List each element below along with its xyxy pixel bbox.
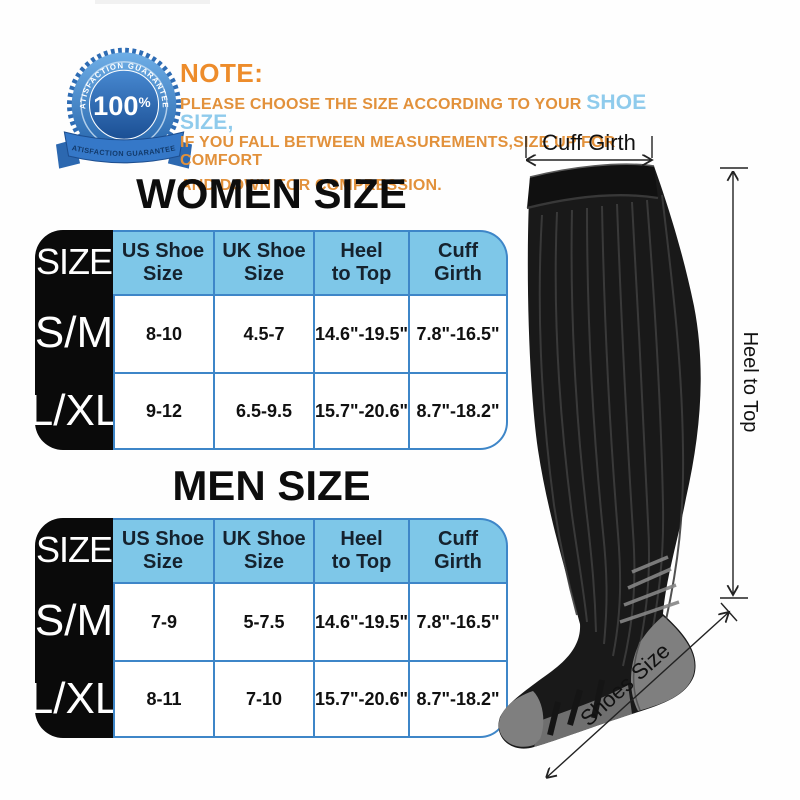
header-line: Size [142, 263, 184, 285]
top-artifact-bar [95, 0, 210, 4]
header-line: Heel [340, 240, 383, 262]
table-cell: 8-11 [113, 660, 213, 738]
table-cell: 7-9 [113, 582, 213, 660]
note-block: NOTE: PLEASE CHOOSE THE SIZE ACCORDING T… [180, 58, 685, 195]
table-cell: 14.6"-19.5" [313, 582, 408, 660]
note-line-2: IF YOU FALL BETWEEN MEASUREMENTS,SIZE UP… [180, 134, 616, 169]
table-cell: 5-7.5 [213, 582, 313, 660]
table-cell: 6.5-9.5 [213, 372, 313, 450]
header-line: Size [243, 551, 285, 573]
header-line: to Top [331, 551, 392, 573]
header-line: US Shoe [121, 528, 205, 550]
table-cell: 7-10 [213, 660, 313, 738]
women-row-label-sm: S/M [35, 294, 113, 372]
header-line: US Shoe [121, 240, 205, 262]
men-column-header-cuff-girth: Cuff Girth [408, 518, 508, 582]
note-title: NOTE: [180, 58, 264, 88]
table-cell: 15.7"-20.6" [313, 372, 408, 450]
heel-to-top-arrow [720, 167, 748, 599]
women-column-header-uk-shoe: UK Shoe Size [213, 230, 313, 294]
note-line-3: AND DOWN FOR COMPRESSION. [180, 177, 442, 194]
header-line: UK Shoe [222, 240, 306, 262]
women-corner-size-label: SIZE [35, 230, 113, 294]
cuff-girth-arrow [525, 136, 652, 160]
table-cell: 7.8"-16.5" [408, 294, 508, 372]
shoe-size-highlight: SHOE SIZE, [180, 91, 647, 134]
heel-to-top-label: Heel to Top [739, 332, 761, 433]
women-column-header-cuff-girth: Cuff Girth [408, 230, 508, 294]
table-cell: 9-12 [113, 372, 213, 450]
men-row-label-lxl: L/XL [29, 660, 119, 738]
men-corner-size-label: SIZE [35, 518, 113, 582]
shoes-size-arrow [546, 602, 738, 778]
badge-ribbon-band [63, 131, 185, 164]
men-size-title: MEN SIZE [172, 462, 371, 509]
note-line-1: PLEASE CHOOSE THE SIZE ACCORDING TO YOUR… [180, 91, 685, 134]
men-column-header-heel-to-top: Heel to Top [313, 518, 408, 582]
header-line: Girth [434, 551, 482, 573]
table-cell: 15.7"-20.6" [313, 660, 408, 738]
table-cell: 8.7"-18.2" [408, 660, 508, 738]
table-cell: 8-10 [113, 294, 213, 372]
sock-measurement-diagram: Cuff Girth Heel to Top Shoes Size [498, 130, 761, 800]
women-size-table: SIZE US Shoe Size UK Shoe Size Heel to Top … [29, 230, 508, 450]
header-line: Size [243, 263, 285, 285]
sock-body [498, 164, 701, 749]
header-line: Size [142, 551, 184, 573]
cuff-girth-label: Cuff Girth [542, 130, 636, 155]
men-column-header-uk-shoe: UK Shoe Size [213, 518, 313, 582]
men-size-table: SIZE US Shoe Size UK Shoe Size Heel to Top … [29, 518, 508, 738]
women-row-label-lxl: L/XL [29, 372, 119, 450]
header-line: Cuff [438, 240, 478, 262]
header-line: Heel [340, 528, 383, 550]
table-cell: 4.5-7 [213, 294, 313, 372]
header-line: Girth [434, 263, 482, 285]
men-row-label-sm: S/M [35, 582, 113, 660]
table-cell: 14.6"-19.5" [313, 294, 408, 372]
badge-scallop-edge [66, 47, 182, 162]
satisfaction-badge-icon: SATISFACTION GUARANTEED 100% SATISFACTIO… [56, 46, 192, 169]
table-cell: 8.7"-18.2" [408, 372, 508, 450]
sock-toe-patch [498, 691, 544, 747]
header-line: UK Shoe [222, 528, 306, 550]
men-column-header-us-shoe: US Shoe Size [113, 518, 213, 582]
women-column-header-us-shoe: US Shoe Size [113, 230, 213, 294]
header-line: Cuff [438, 528, 478, 550]
compression-sock-image [498, 163, 701, 749]
sock-cuff [527, 164, 658, 208]
header-line: to Top [331, 263, 392, 285]
badge-percent-text: 100% [93, 90, 150, 121]
table-cell: 7.8"-16.5" [408, 582, 508, 660]
women-column-header-heel-to-top: Heel to Top [313, 230, 408, 294]
women-size-title: WOMEN SIZE [136, 170, 407, 217]
note-line-1-text: PLEASE CHOOSE THE SIZE ACCORDING TO YOUR [180, 96, 587, 113]
